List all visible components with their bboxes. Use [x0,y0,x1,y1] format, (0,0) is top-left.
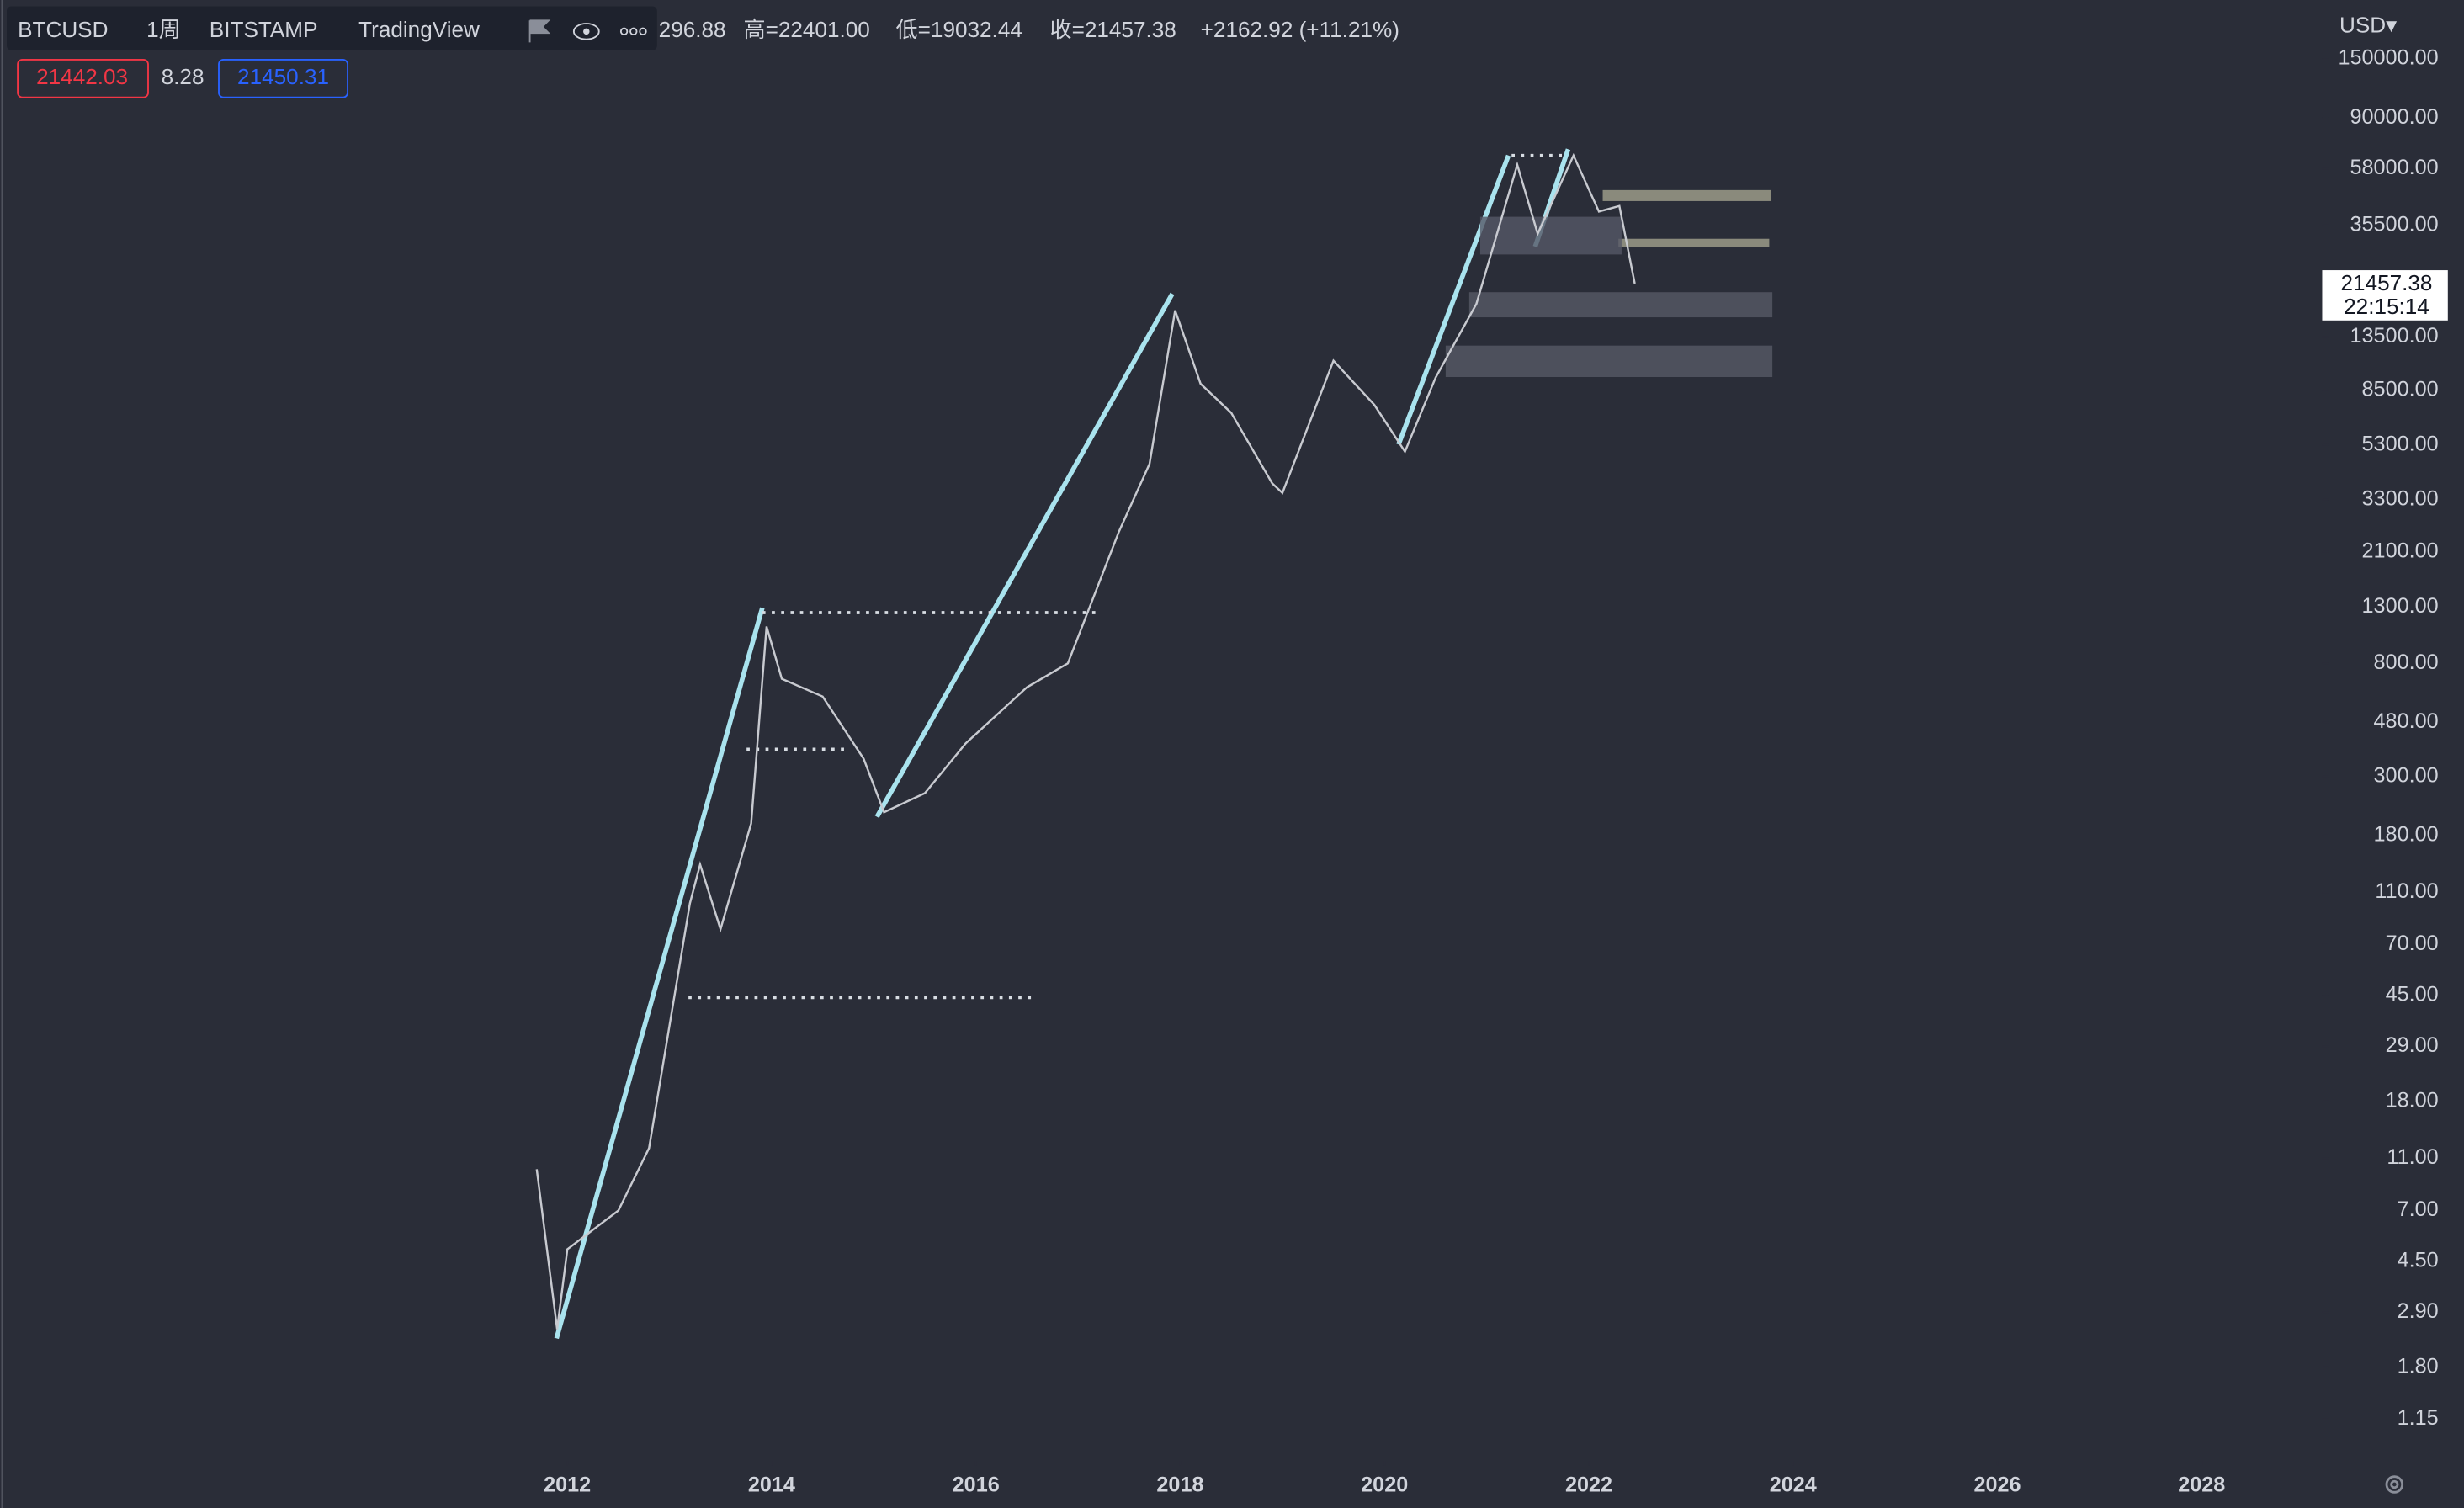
y-tick-label: 58000.00 [2350,156,2439,179]
spread: 8.28 [162,64,204,89]
high: 高=22401.00 [743,17,869,42]
bid-box[interactable] [17,59,149,98]
y-tick-label: 45.00 [2386,983,2439,1006]
x-tick-label: 2018 [1156,1473,1203,1497]
y-tick-label: 2.90 [2398,1299,2439,1323]
x-tick-label: 2012 [544,1473,591,1497]
low: 低=19032.44 [896,17,1022,42]
y-tick-label: 90000.00 [2350,105,2439,129]
y-tick-label: 18.00 [2386,1088,2439,1112]
ask-box[interactable] [218,59,349,98]
y-tick-label: 110.00 [2375,879,2438,903]
y-tick-label: 2100.00 [2362,539,2439,562]
y-tick-label: 300.00 [2374,763,2439,787]
y-tick-label: 5300.00 [2362,432,2439,455]
y-tick-label: 70.00 [2386,932,2439,955]
y-tick-label: 29.00 [2386,1033,2439,1057]
header-bar [7,6,657,50]
y-tick-label: 8500.00 [2362,378,2439,401]
zones [1445,189,1773,377]
more-icon[interactable] [619,27,647,35]
settings-icon[interactable] [2385,1475,2404,1494]
y-tick-label: 3300.00 [2362,486,2439,510]
x-tick-label: 2016 [953,1473,1000,1497]
plot [535,152,1636,1330]
x-tick-label: 2026 [1973,1473,2021,1497]
x-tick-label: 2014 [748,1473,795,1497]
y-tick-label: 800.00 [2374,650,2439,674]
source: TradingView [358,17,480,42]
eye-pupil [583,28,590,35]
y-tick-label: 1.15 [2398,1406,2439,1430]
price-line [535,152,1636,1330]
close: 收=21457.38 [1049,17,1176,42]
y-tick-label: 1300.00 [2362,594,2439,618]
x-tick-label: 2022 [1565,1473,1612,1497]
y-tick-label: 13500.00 [2350,324,2439,348]
symbol[interactable]: BTCUSD [18,17,108,42]
bid[interactable]: 21442.03 [36,64,128,89]
y-tick-label: 7.00 [2398,1197,2439,1221]
flag-icon[interactable] [528,19,551,43]
open: 296.88 [659,17,726,42]
interval[interactable]: 1周 [146,17,181,42]
countdown: 22:15:14 [2344,294,2429,319]
eye-icon[interactable] [572,23,600,40]
x-tick-label: 2020 [1361,1473,1408,1497]
exchange: BITSTAMP [210,17,318,42]
y-tick-label: 11.00 [2387,1145,2438,1169]
currency[interactable]: USD▾ [2339,13,2397,38]
y-tick-label: 1.80 [2398,1354,2439,1378]
y-tick-label: 150000.00 [2339,46,2439,70]
dotted-levels [688,153,1569,1000]
y-tick-label: 35500.00 [2350,212,2439,236]
trendlines [554,148,1571,1340]
change: +2162.92 (+11.21%) [1201,17,1399,42]
last-price: 21457.38 [2341,270,2433,295]
price-tag [2322,270,2448,321]
y-tick-label: 180.00 [2374,823,2439,847]
x-tick-label: 2024 [1770,1473,1817,1497]
y-tick-label: 4.50 [2398,1249,2439,1272]
x-tick-label: 2028 [2178,1473,2225,1497]
ask[interactable]: 21450.31 [237,64,329,89]
y-tick-label: 480.00 [2374,709,2439,733]
